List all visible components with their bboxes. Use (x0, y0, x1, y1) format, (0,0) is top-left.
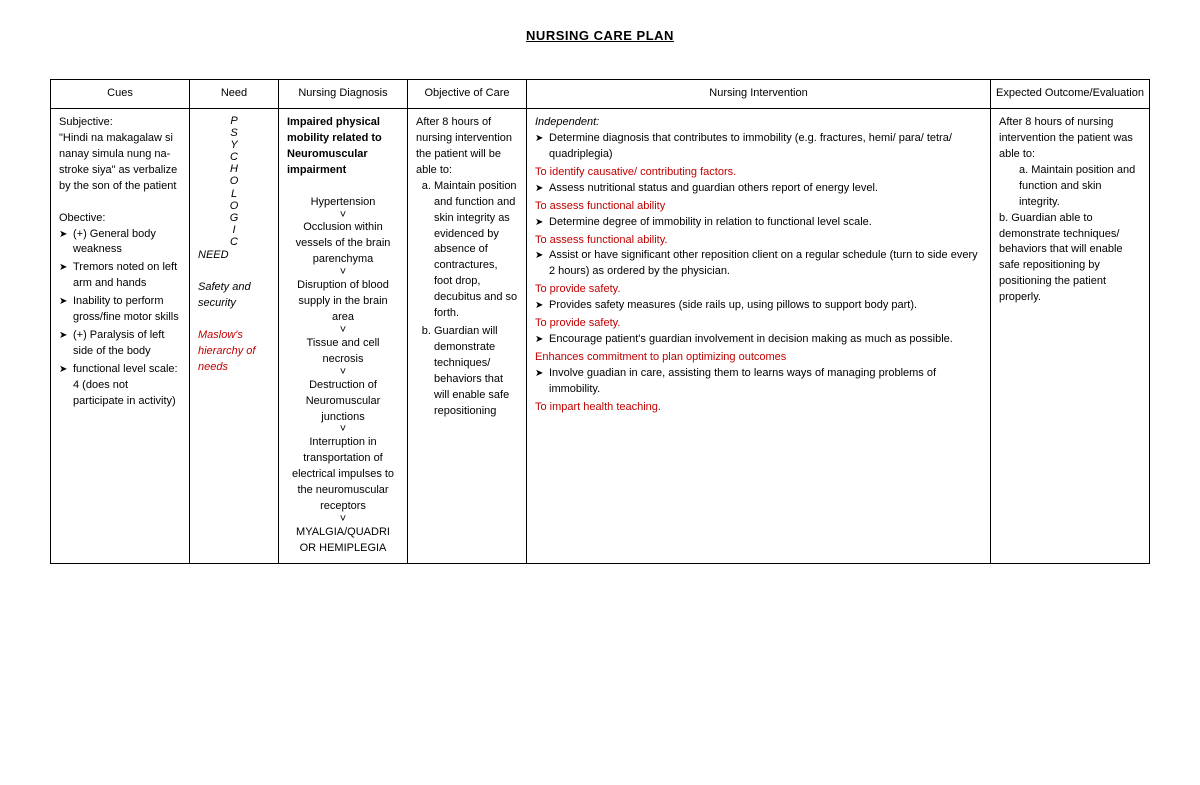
th-outcome: Expected Outcome/Evaluation (991, 80, 1150, 109)
need-letter: C (198, 151, 270, 163)
arrow-down-icon: ˅ (287, 268, 399, 278)
diagnosis-chain-item: MYALGIA/QUADRI OR HEMIPLEGIA (287, 525, 399, 557)
diagnosis-chain-item: Destruction of Neuromuscular junctions (287, 378, 399, 426)
th-diagnosis: Nursing Diagnosis (279, 80, 408, 109)
diagnosis-chain-item: Tissue and cell necrosis (287, 336, 399, 368)
need-letter: H (198, 163, 270, 175)
intervention-item: Provides safety measures (side rails up,… (549, 298, 982, 314)
th-need: Need (190, 80, 279, 109)
objective-list: Maintain position and function and skin … (416, 179, 518, 420)
intervention-item: Assist or have significant other reposit… (549, 248, 982, 280)
need-letter: C (198, 236, 270, 248)
cues-item: (+) Paralysis of left side of the body (73, 328, 181, 360)
th-intervention: Nursing Intervention (527, 80, 991, 109)
cues-objective-label: Obective: (59, 211, 181, 227)
cell-cues: Subjective: "Hindi na makagalaw si nanay… (51, 108, 190, 563)
arrow-down-icon: ˅ (287, 425, 399, 435)
cues-subjective-text: "Hindi na makagalaw si nanay simula nung… (59, 131, 181, 195)
need-letter: L (198, 188, 270, 200)
arrow-down-icon: ˅ (287, 368, 399, 378)
intervention-item: Determine degree of immobility in relati… (549, 215, 982, 231)
need-letter: P (198, 115, 270, 127)
need-letter: G (198, 212, 270, 224)
intervention-item: Assess nutritional status and guardian o… (549, 181, 982, 197)
diagnosis-chain-item: Interruption in transportation of electr… (287, 435, 399, 515)
intervention-item: Encourage patient's guardian involvement… (549, 332, 982, 348)
cues-objective-list: (+) General body weakness Tremors noted … (59, 227, 181, 410)
page-title: NURSING CARE PLAN (50, 28, 1150, 43)
need-maslow: Maslow's hierarchy of needs (198, 328, 270, 376)
need-letter: O (198, 200, 270, 212)
cues-item: Tremors noted on left arm and hands (73, 260, 181, 292)
need-vertical-word: P S Y C H O L O G I C (198, 115, 270, 248)
outcome-item-a: a. Maintain position and function and sk… (999, 163, 1141, 211)
diagnosis-chain-item: Occlusion within vessels of the brain pa… (287, 220, 399, 268)
intervention-rationale: To impart health teaching. (535, 400, 982, 416)
outcome-intro: After 8 hours of nursing intervention th… (999, 115, 1141, 163)
intervention-independent-label: Independent: (535, 115, 982, 131)
cues-item: (+) General body weakness (73, 227, 181, 259)
cell-diagnosis: Impaired physical mobility related to Ne… (279, 108, 408, 563)
need-letter: I (198, 224, 270, 236)
arrow-down-icon: ˅ (287, 326, 399, 336)
outcome-item-b: b. Guardian able to demonstrate techniqu… (999, 211, 1141, 307)
objective-intro: After 8 hours of nursing intervention th… (416, 115, 518, 179)
care-plan-table: Cues Need Nursing Diagnosis Objective of… (50, 79, 1150, 564)
need-safety: Safety and security (198, 280, 270, 312)
intervention-rationale: To assess functional ability. (535, 233, 982, 249)
need-letter: Y (198, 139, 270, 151)
cues-item: functional level scale: 4 (does not part… (73, 362, 181, 410)
intervention-list: Determine diagnosis that contributes to … (535, 131, 982, 163)
arrow-down-icon: ˅ (287, 211, 399, 221)
cell-intervention: Independent: Determine diagnosis that co… (527, 108, 991, 563)
cell-objective: After 8 hours of nursing intervention th… (408, 108, 527, 563)
th-cues: Cues (51, 80, 190, 109)
intervention-rationale: To provide safety. (535, 282, 982, 298)
diagnosis-chain-item: Disruption of blood supply in the brain … (287, 278, 399, 326)
cues-subjective-label: Subjective: (59, 115, 181, 131)
need-letter: S (198, 127, 270, 139)
cues-item: Inability to perform gross/fine motor sk… (73, 294, 181, 326)
intervention-rationale: Enhances commitment to plan optimizing o… (535, 350, 982, 366)
intervention-item: Involve guadian in care, assisting them … (549, 366, 982, 398)
intervention-rationale: To identify causative/ contributing fact… (535, 165, 982, 181)
need-word: NEED (198, 248, 270, 264)
need-letter: O (198, 175, 270, 187)
intervention-rationale: To provide safety. (535, 316, 982, 332)
diagnosis-main: Impaired physical mobility related to Ne… (287, 115, 399, 179)
objective-item: Guardian will demonstrate techniques/ be… (434, 324, 518, 420)
arrow-down-icon: ˅ (287, 515, 399, 525)
table-header-row: Cues Need Nursing Diagnosis Objective of… (51, 80, 1150, 109)
objective-item: Maintain position and function and skin … (434, 179, 518, 322)
intervention-rationale: To assess functional ability (535, 199, 982, 215)
table-body-row: Subjective: "Hindi na makagalaw si nanay… (51, 108, 1150, 563)
th-objective: Objective of Care (408, 80, 527, 109)
cell-need: P S Y C H O L O G I C NEED Safety and se… (190, 108, 279, 563)
cell-outcome: After 8 hours of nursing intervention th… (991, 108, 1150, 563)
intervention-item: Determine diagnosis that contributes to … (549, 131, 982, 163)
